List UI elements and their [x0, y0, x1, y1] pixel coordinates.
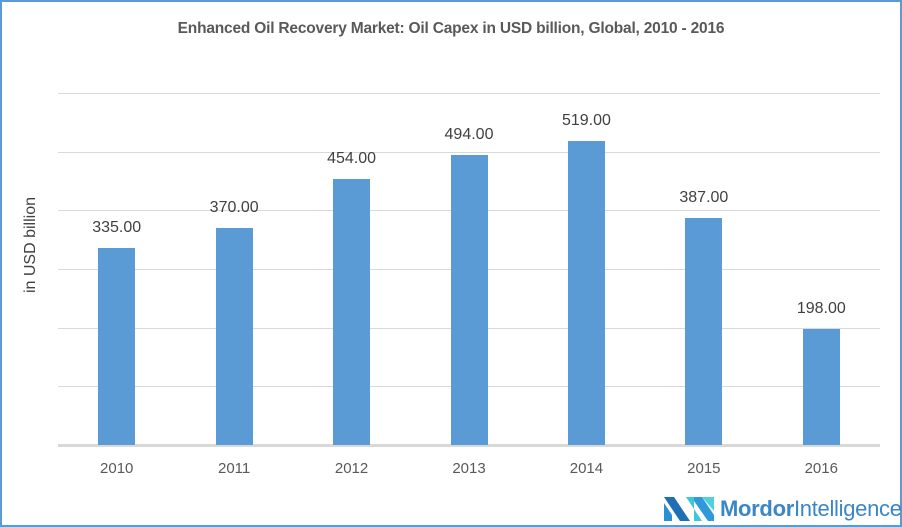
data-label: 370.00 [209, 198, 259, 216]
bar-2011 [215, 227, 253, 445]
logo-text: MordorIntelligence [720, 496, 902, 522]
y-axis-label: in USD billion [22, 196, 39, 294]
data-label: 335.00 [92, 219, 142, 237]
gridline [58, 93, 880, 94]
x-tick-label: 2015 [687, 460, 721, 477]
x-tick-label: 2010 [100, 460, 134, 477]
x-tick-label: 2011 [218, 460, 251, 477]
data-label: 198.00 [796, 299, 846, 317]
data-label: 387.00 [679, 188, 729, 206]
bar-2013 [450, 155, 488, 445]
x-axis-line [58, 444, 880, 447]
bar-2014 [567, 140, 605, 445]
x-tick-label: 2012 [334, 460, 369, 477]
plot-area: 335.00 370.00 454.00 494.00 519.00 387.00 198.… [58, 93, 880, 447]
data-label: 519.00 [561, 111, 611, 129]
bar-2012 [333, 178, 371, 445]
x-tick-label: 2016 [804, 460, 838, 477]
logo-text-light: Intelligence [793, 496, 902, 521]
mordor-logo-icon [664, 497, 714, 521]
gridline [58, 151, 880, 153]
data-label: 494.00 [444, 126, 494, 144]
x-tick-label: 2013 [452, 460, 486, 477]
bar-2010 [98, 248, 136, 445]
bar-2015 [685, 217, 723, 445]
data-label: 454.00 [327, 149, 377, 167]
bar-2016 [802, 328, 840, 445]
logo-text-bold: Mordor [720, 496, 794, 521]
chart-title: Enhanced Oil Recovery Market: Oil Capex … [177, 20, 725, 37]
x-tick-label: 2014 [569, 460, 604, 477]
mordor-intelligence-logo: MordorIntelligence [664, 494, 902, 524]
